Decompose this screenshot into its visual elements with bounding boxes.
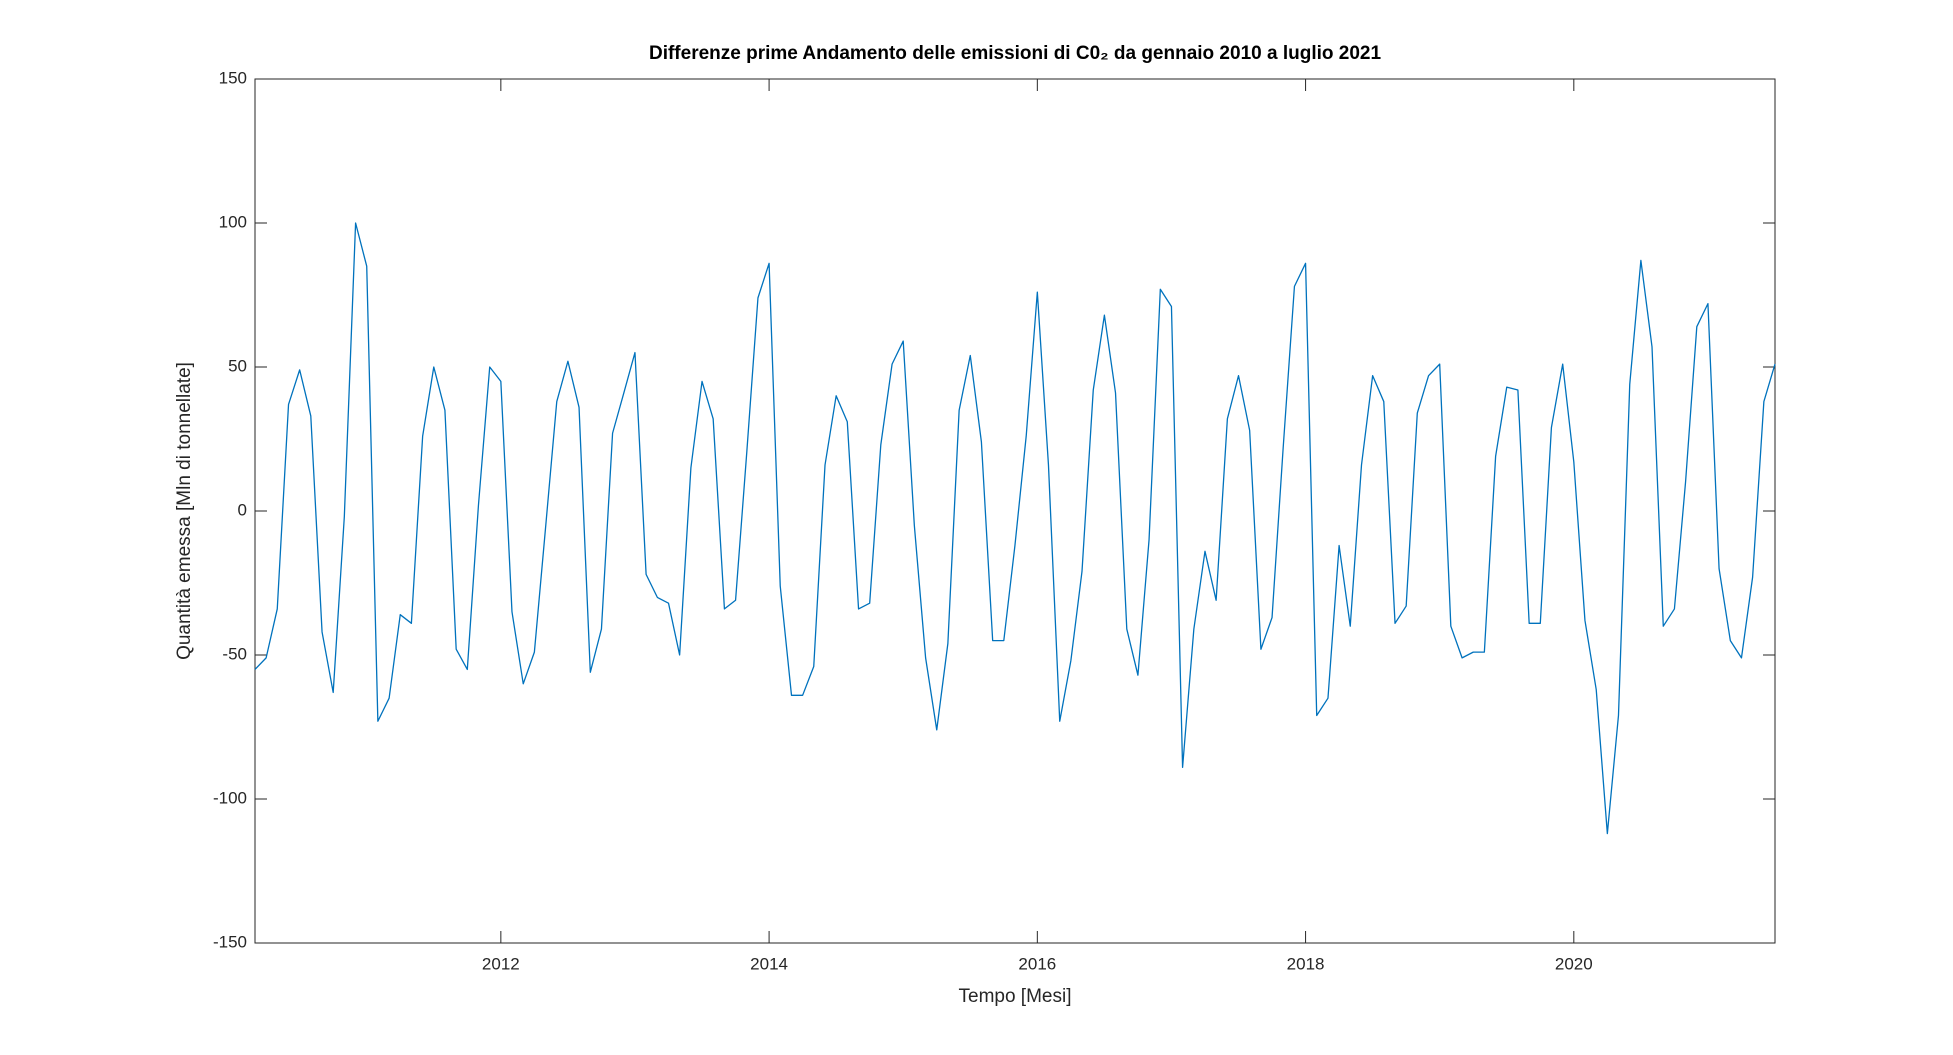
chart-title: Differenze prime Andamento delle emissio… <box>649 43 1381 64</box>
y-tick-label: 50 <box>228 356 247 375</box>
y-tick-label: -100 <box>213 788 247 807</box>
y-tick-label: -150 <box>213 932 247 951</box>
x-tick-label: 2020 <box>1555 954 1593 973</box>
y-tick-label: 0 <box>238 500 247 519</box>
x-tick-label: 2014 <box>750 954 788 973</box>
x-tick-label: 2016 <box>1018 954 1056 973</box>
x-tick-label: 2012 <box>482 954 520 973</box>
x-axis-label: Tempo [Mesi] <box>959 986 1072 1007</box>
y-tick-label: 100 <box>219 212 247 231</box>
y-axis-label: Quantità emessa [Mln di tonnellate] <box>174 362 195 660</box>
y-tick-label: -50 <box>222 644 247 663</box>
x-tick-label: 2018 <box>1287 954 1325 973</box>
data-line <box>254 222 1776 835</box>
y-tick-label: 150 <box>219 68 247 87</box>
plot-area <box>255 79 1775 943</box>
